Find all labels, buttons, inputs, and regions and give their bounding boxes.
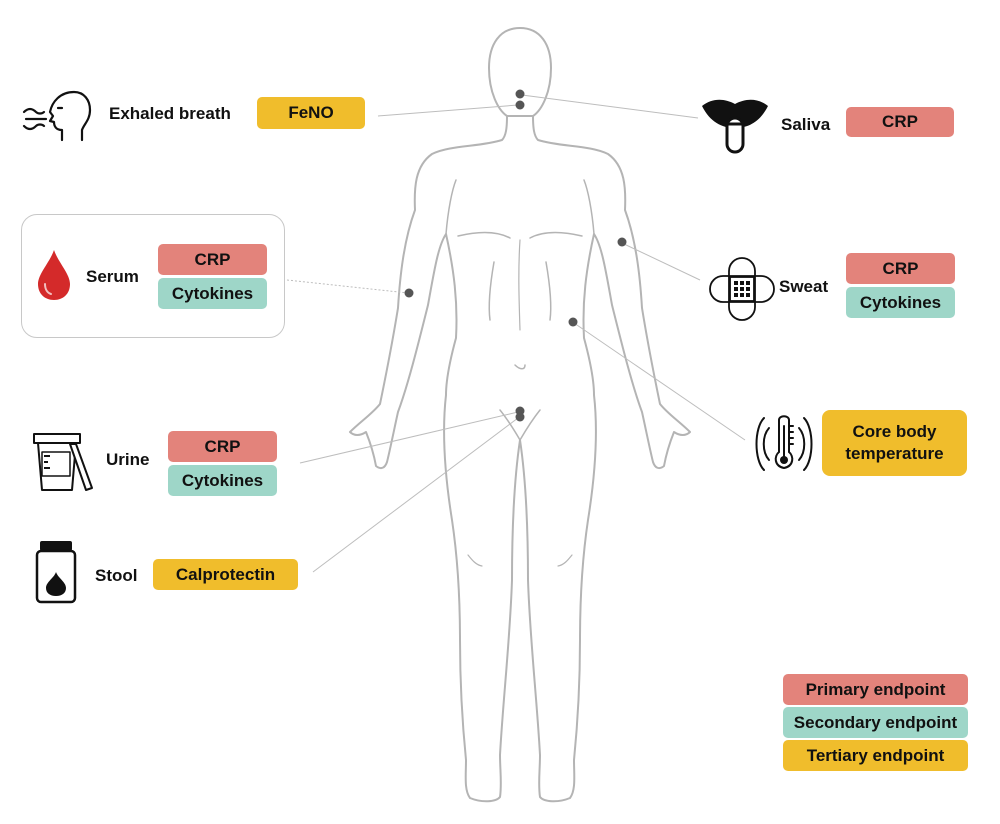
site-dot-sweat (617, 237, 627, 247)
site-dot-temperature (568, 317, 578, 327)
sweat-cytokines-tag: Cytokines (846, 287, 955, 318)
saliva-label: Saliva (781, 115, 831, 134)
stool-jar-icon (35, 541, 77, 604)
sweat-crp-tag: CRP (846, 253, 955, 284)
breath-feno-tag: FeNO (257, 97, 365, 129)
site-dot-saliva (515, 89, 525, 99)
core-temperature-tag: Core body temperature (822, 410, 967, 476)
breath-label: Exhaled breath (109, 104, 231, 123)
stool-label: Stool (95, 566, 138, 585)
thermometer-icon (755, 415, 813, 471)
site-dot-serum (404, 288, 414, 298)
legend-secondary: Secondary endpoint (783, 707, 968, 738)
serum-label: Serum (86, 267, 139, 286)
serum-crp-tag: CRP (158, 244, 267, 275)
urine-crp-tag: CRP (168, 431, 277, 462)
lips-tube-icon (702, 99, 768, 154)
urine-cytokines-tag: Cytokines (168, 465, 277, 496)
legend-primary: Primary endpoint (783, 674, 968, 705)
site-dot-stool (515, 412, 525, 422)
sweat-label: Sweat (779, 277, 829, 296)
blood-drop-icon (38, 250, 70, 300)
stool-calprotectin-tag: Calprotectin (153, 559, 298, 590)
urine-cup-icon (33, 433, 93, 491)
site-dot-breath (515, 100, 525, 110)
urine-label: Urine (106, 450, 150, 469)
patch-icon (709, 257, 775, 321)
serum-cytokines-tag: Cytokines (158, 278, 267, 309)
saliva-crp-tag: CRP (846, 107, 954, 137)
breath-icon (22, 90, 92, 142)
legend-tertiary: Tertiary endpoint (783, 740, 968, 771)
